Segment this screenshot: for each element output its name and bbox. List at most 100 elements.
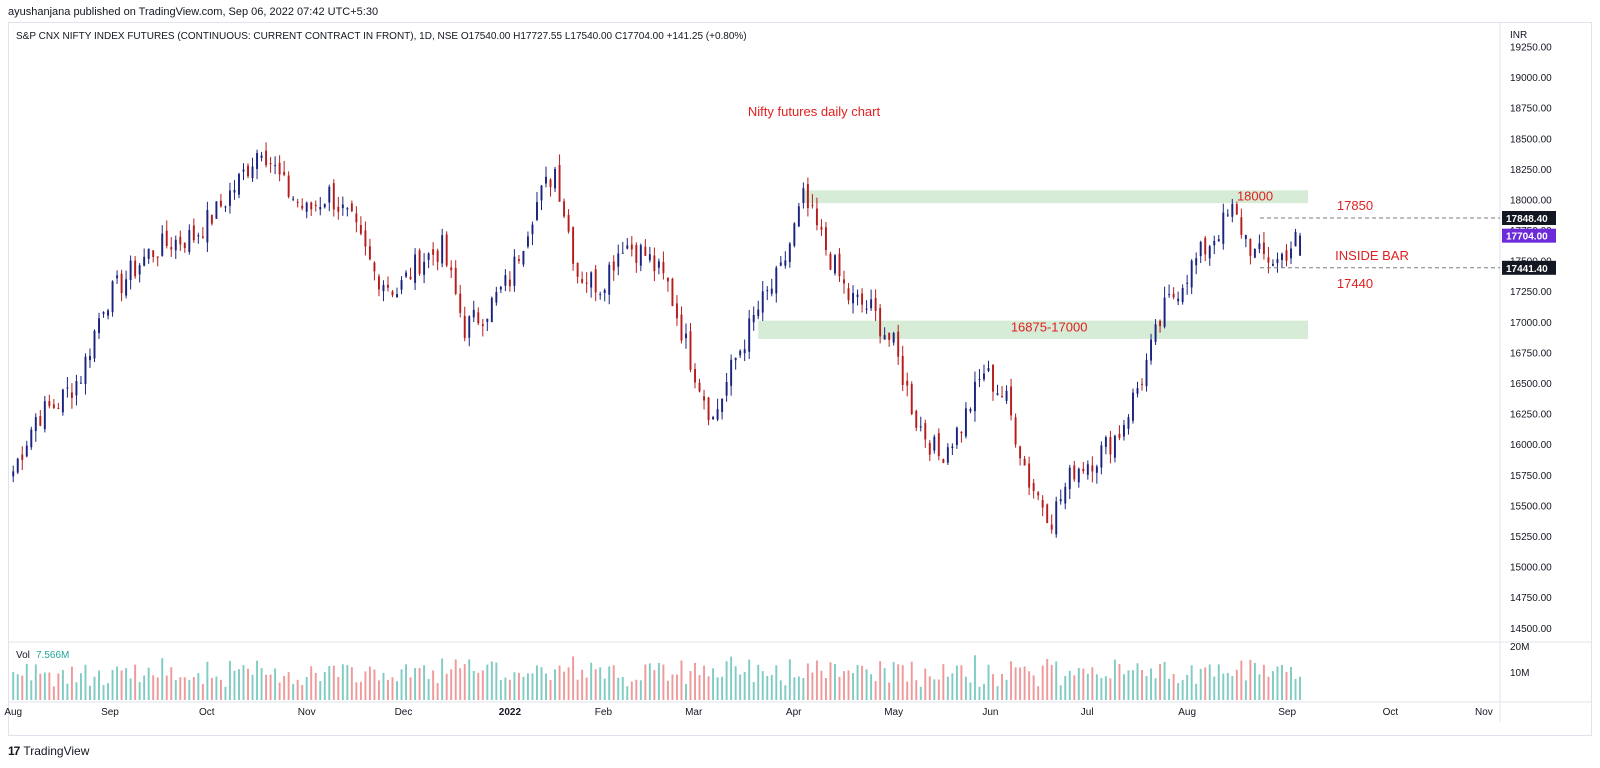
candle-body	[382, 284, 385, 292]
candle-body	[414, 254, 417, 283]
candle-body	[75, 381, 78, 396]
candle-body	[1041, 499, 1044, 508]
candle-body	[12, 471, 15, 477]
volume-bar	[472, 670, 475, 700]
candle-body	[1127, 417, 1130, 429]
candle-body	[1104, 437, 1107, 447]
candle-body	[129, 260, 132, 280]
volume-bar	[992, 674, 994, 700]
candle-body	[481, 324, 484, 327]
volume-bar	[861, 665, 864, 700]
volume-bar	[635, 679, 638, 700]
volume-bar	[1262, 664, 1265, 700]
volume-bar	[1100, 678, 1103, 700]
volume-bar	[1195, 683, 1198, 700]
candle-body	[170, 247, 173, 250]
candle-body	[373, 262, 376, 272]
candle-body	[441, 235, 444, 264]
volume-bar	[879, 661, 882, 700]
volume-bar	[165, 675, 168, 700]
candle-body	[1217, 239, 1220, 242]
volume-bar	[662, 664, 665, 700]
volume-bar	[75, 682, 78, 700]
volume-bar	[1010, 661, 1013, 700]
candle-body	[242, 169, 245, 172]
volume-bar	[1240, 660, 1243, 700]
volume-bar	[847, 670, 850, 700]
candle-body	[639, 245, 642, 266]
volume-bar	[278, 682, 281, 700]
volume-bar	[779, 680, 782, 700]
candle-body	[721, 398, 724, 412]
candle-body	[517, 259, 520, 261]
volume-bar	[93, 676, 96, 700]
volume-bar	[883, 668, 886, 700]
candle-body	[838, 253, 841, 277]
candle-body	[888, 332, 891, 340]
candle-body	[630, 244, 633, 250]
volume-bar	[973, 655, 976, 700]
volume-bar	[983, 683, 985, 700]
candle-body	[725, 381, 728, 396]
candle-body	[314, 204, 317, 206]
candle-body	[1276, 259, 1279, 264]
candle-body	[43, 401, 46, 430]
x-tick-label: Nov	[298, 707, 316, 718]
x-tick-label: Oct	[199, 707, 215, 718]
volume-bar	[874, 681, 877, 700]
volume-bar	[1073, 675, 1076, 700]
candle-body	[937, 433, 940, 457]
volume-bar	[1226, 672, 1229, 700]
y-tick-label: 18250.00	[1510, 165, 1552, 176]
volume-bar	[1122, 674, 1125, 700]
volume-bar	[621, 676, 624, 700]
volume-bar	[1172, 673, 1175, 700]
volume-bar	[1285, 671, 1288, 700]
candle-body	[874, 297, 877, 311]
volume-bar	[788, 659, 791, 700]
candle-body	[1235, 204, 1238, 215]
candle-body	[1181, 288, 1184, 303]
candle-body	[377, 276, 380, 290]
candle-body	[179, 236, 182, 245]
candle-body	[1077, 468, 1080, 483]
candle-body	[1005, 390, 1008, 401]
candle-body	[1086, 464, 1089, 475]
candle-body	[84, 356, 87, 385]
volume-bar	[89, 685, 91, 700]
volume-bar	[639, 680, 642, 700]
volume-label: Vol	[16, 650, 30, 661]
candle-body	[278, 162, 281, 175]
candle-body	[1213, 240, 1216, 246]
volume-bar	[897, 664, 900, 700]
volume-bar	[1290, 666, 1292, 700]
candle-body	[206, 209, 209, 243]
volume-bar	[84, 664, 87, 700]
volume-bar	[1028, 671, 1031, 700]
candle-body	[1186, 282, 1189, 284]
candle-body	[1285, 250, 1288, 261]
candle-body	[675, 303, 678, 319]
volume-bar	[829, 662, 832, 700]
candle-body	[468, 316, 471, 338]
volume-bar	[396, 681, 398, 700]
y-tick-label: 15750.00	[1510, 471, 1552, 482]
volume-bar	[834, 664, 836, 700]
volume-bar	[1186, 674, 1189, 700]
volume-bar	[888, 682, 891, 700]
candle-body	[445, 234, 448, 266]
candle-body	[57, 408, 60, 410]
candle-body	[879, 307, 882, 337]
volume-bar	[382, 672, 385, 700]
volume-bar	[1177, 683, 1180, 700]
candle-body	[359, 225, 362, 234]
x-tick-label: Jun	[982, 707, 998, 718]
volume-bar	[400, 669, 403, 700]
candle-body	[657, 261, 660, 268]
candle-body	[779, 262, 782, 266]
candle-body	[910, 384, 913, 414]
volume-bar	[685, 683, 687, 700]
candle-body	[450, 267, 453, 271]
candle-body	[107, 310, 110, 316]
